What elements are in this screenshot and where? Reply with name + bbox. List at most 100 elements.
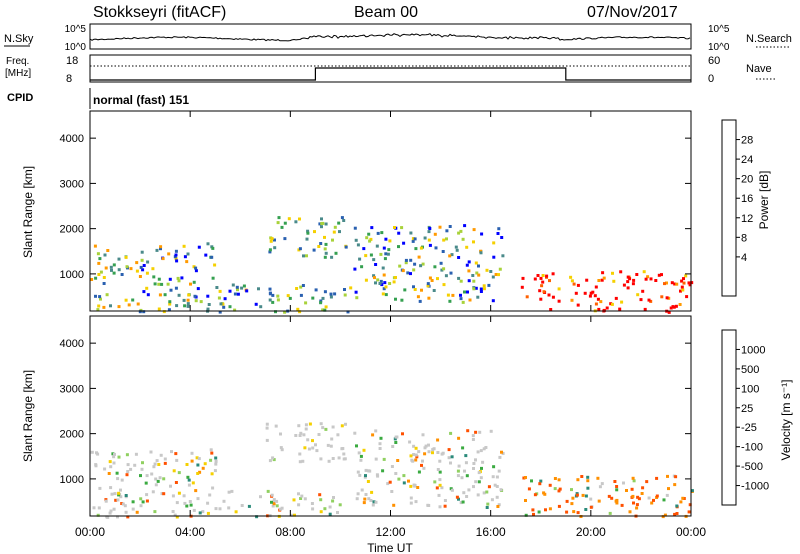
power-echo-cell — [413, 237, 417, 241]
power-echo-cell — [142, 264, 146, 267]
velocity-echo-cell — [631, 494, 635, 498]
velocity-echo-cell — [299, 497, 303, 500]
velocity-echo-cell — [265, 438, 269, 442]
power-echo-cell — [218, 310, 222, 314]
velocity-echo-cell — [157, 463, 161, 466]
nave-tick-top: 60 — [708, 55, 720, 67]
velocity-echo-cell — [596, 476, 600, 480]
velocity-echo-cell — [362, 448, 366, 452]
velocity-echo-cell — [297, 492, 300, 496]
power-echo-cell — [465, 245, 469, 249]
velocity-echo-cell — [175, 515, 179, 519]
power-echo-cell — [93, 244, 97, 248]
power-echo-cell — [440, 268, 444, 272]
velocity-echo-cell — [394, 472, 398, 475]
velocity-echo-cell — [192, 508, 196, 512]
power-echo-cell — [589, 291, 593, 295]
power-echo-cell — [382, 287, 386, 291]
velocity-echo-cell — [190, 451, 194, 455]
power-echo-cell — [163, 293, 167, 297]
velocity-echo-cell — [214, 459, 218, 463]
power-echo-cell — [477, 273, 481, 277]
power-echo-cell — [283, 237, 287, 241]
velocity-echo-cell — [198, 511, 202, 515]
velocity-echo-cell — [175, 501, 179, 505]
power-echo-cell — [298, 217, 301, 221]
power-echo-cell — [413, 262, 417, 266]
velocity-echo-cell — [319, 422, 323, 426]
power-echo-cell — [381, 292, 385, 296]
velocity-echo-cell — [270, 500, 273, 504]
power-echo-cell — [657, 273, 661, 277]
velocity-echo-cell — [411, 459, 415, 463]
power-echo-cell — [533, 277, 537, 281]
power-echo-cell — [106, 249, 110, 252]
power-echo-cell — [109, 304, 112, 308]
freq-unit-label: [MHz] — [5, 68, 31, 79]
velocity-echo-cell — [441, 451, 445, 455]
power-echo-cell — [667, 296, 671, 300]
velocity-echo-cell — [115, 471, 119, 475]
velocity-echo-cell — [557, 478, 561, 482]
velocity-echo-cell — [675, 504, 679, 508]
power-echo-cell — [451, 293, 455, 297]
power-echo-cell — [403, 288, 407, 292]
colorbar-tick-label: 8 — [741, 232, 747, 244]
freq-tick-bottom: 8 — [66, 73, 72, 85]
power-echo-cell — [687, 281, 691, 285]
velocity-echo-cell — [271, 456, 275, 460]
velocity-echo-cell — [438, 470, 442, 474]
power-echo-cell — [167, 308, 171, 312]
power-echo-cell — [270, 237, 274, 241]
velocity-echo-cell — [485, 506, 489, 509]
velocity-echo-cell — [459, 501, 463, 505]
velocity-echo-cell — [307, 447, 311, 451]
power-echo-cell — [174, 257, 178, 261]
colorbar-tick-label: 25 — [741, 403, 753, 415]
velocity-echo-cell — [194, 489, 198, 493]
colorbar-tick-label: 500 — [741, 364, 759, 376]
velocity-echo-cell — [321, 426, 325, 430]
velocity-echo-cell — [450, 488, 454, 492]
power-echo-cell — [240, 286, 244, 290]
velocity-echo-cell — [214, 456, 218, 460]
velocity-echo-cell — [272, 502, 276, 506]
power-echo-cell — [311, 296, 315, 300]
velocity-echo-cell — [300, 494, 304, 498]
velocity-echo-cell — [409, 484, 413, 488]
power-echo-cell — [639, 298, 643, 302]
power-echo-cell — [600, 278, 604, 282]
velocity-echo-cell — [412, 483, 416, 487]
power-echo-cell — [420, 288, 423, 292]
velocity-echo-cell — [126, 515, 130, 519]
velocity-echo-cell — [479, 449, 483, 453]
velocity-echo-cell — [690, 489, 694, 493]
velocity-echo-cell — [337, 456, 341, 460]
power-echo-cell — [155, 248, 159, 252]
power-echo-cell — [477, 264, 480, 268]
power-echo-cell — [427, 230, 431, 234]
velocity-colorbar: 1000 500 100 25 -25 -100 -500 -1000 — [721, 329, 769, 506]
velocity-echo-cell — [402, 474, 406, 478]
velocity-echo-cell — [382, 457, 386, 461]
velocity-echo-cell — [145, 474, 149, 478]
power-echo-cell — [160, 282, 164, 286]
power-echo-cell — [94, 276, 98, 280]
velocity-echo-cell — [481, 460, 485, 464]
power-echo-cell — [353, 226, 357, 230]
power-echo-cell — [228, 305, 232, 309]
velocity-echo-cell — [175, 458, 179, 462]
velocity-echo-cell — [311, 446, 315, 450]
velocity-echo-cell — [665, 493, 669, 497]
power-echo-cell — [467, 269, 471, 273]
power-echo-cell — [593, 294, 597, 298]
velocity-echo-cell — [386, 482, 390, 486]
velocity-echo-cell — [302, 433, 306, 437]
velocity-echo-cell — [374, 500, 378, 504]
velocity-echo-cell — [191, 481, 195, 485]
velocity-echo-cell — [565, 499, 569, 503]
power-echo-cell — [409, 231, 413, 235]
x-tick-label: 16:00 — [476, 525, 506, 539]
power-echo-cell — [338, 230, 341, 234]
power-echo-cell — [286, 294, 290, 298]
